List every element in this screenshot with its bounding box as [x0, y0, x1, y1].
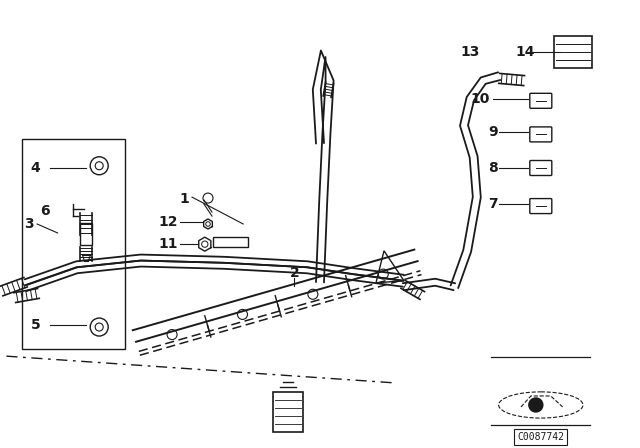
Text: 12: 12 — [159, 215, 178, 229]
Text: 5: 5 — [31, 318, 40, 332]
Bar — [273, 392, 303, 432]
Bar — [22, 139, 125, 349]
Text: 6: 6 — [40, 203, 49, 218]
Text: 10: 10 — [470, 91, 490, 106]
Text: 14: 14 — [515, 44, 534, 59]
Bar — [81, 223, 92, 245]
Text: 8: 8 — [488, 161, 498, 175]
Text: C0087742: C0087742 — [517, 432, 564, 442]
Text: 1: 1 — [179, 192, 189, 207]
Text: 4: 4 — [31, 161, 40, 175]
Text: 11: 11 — [159, 237, 178, 251]
Text: 2: 2 — [289, 266, 300, 280]
Bar — [213, 237, 248, 247]
Text: 13: 13 — [461, 44, 480, 59]
Text: 3: 3 — [24, 217, 34, 231]
Text: 9: 9 — [488, 125, 498, 139]
Bar — [554, 35, 592, 68]
Text: 7: 7 — [488, 197, 498, 211]
Circle shape — [529, 398, 543, 412]
